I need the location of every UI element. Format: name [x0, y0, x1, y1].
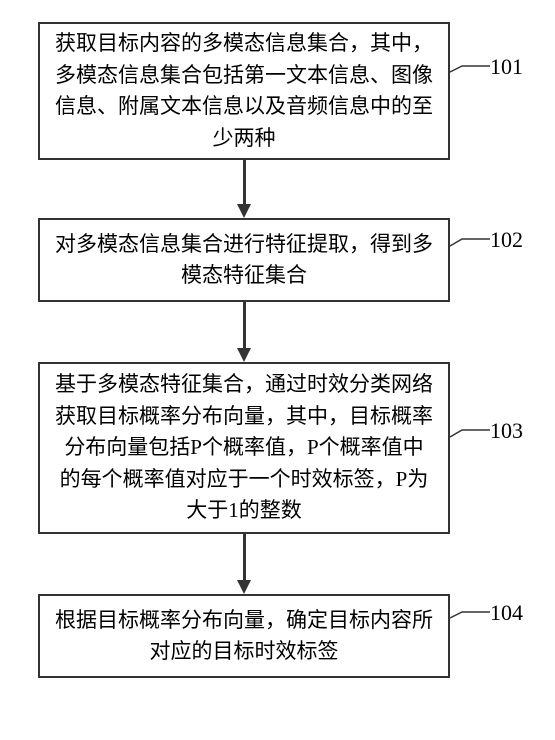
- arrow-2-line: [243, 302, 246, 350]
- flow-node-4: 根据目标概率分布向量，确定目标内容所对应的目标时效标签: [38, 594, 450, 678]
- step-label-104: 104: [490, 600, 523, 626]
- arrow-3-line: [243, 534, 246, 582]
- arrow-2-head: [237, 348, 251, 362]
- step-label-103: 103: [490, 418, 523, 444]
- flow-node-4-text: 根据目标概率分布向量，确定目标内容所对应的目标时效标签: [54, 605, 434, 668]
- flow-node-3: 基于多模态特征集合，通过时效分类网络获取目标概率分布向量，其中，目标概率分布向量…: [38, 362, 450, 534]
- flow-node-1-text: 获取目标内容的多模态信息集合，其中，多模态信息集合包括第一文本信息、图像信息、附…: [54, 28, 434, 154]
- flow-node-2: 对多模态信息集合进行特征提取，得到多模态特征集合: [38, 218, 450, 302]
- arrow-1-line: [243, 160, 246, 206]
- flow-node-2-text: 对多模态信息集合进行特征提取，得到多模态特征集合: [54, 229, 434, 292]
- flowchart-canvas: 获取目标内容的多模态信息集合，其中，多模态信息集合包括第一文本信息、图像信息、附…: [0, 0, 555, 740]
- step-label-102: 102: [490, 227, 523, 253]
- step-label-101: 101: [490, 54, 523, 80]
- flow-node-3-text: 基于多模态特征集合，通过时效分类网络获取目标概率分布向量，其中，目标概率分布向量…: [54, 369, 434, 527]
- arrow-1-head: [237, 204, 251, 218]
- arrow-3-head: [237, 580, 251, 594]
- flow-node-1: 获取目标内容的多模态信息集合，其中，多模态信息集合包括第一文本信息、图像信息、附…: [38, 22, 450, 160]
